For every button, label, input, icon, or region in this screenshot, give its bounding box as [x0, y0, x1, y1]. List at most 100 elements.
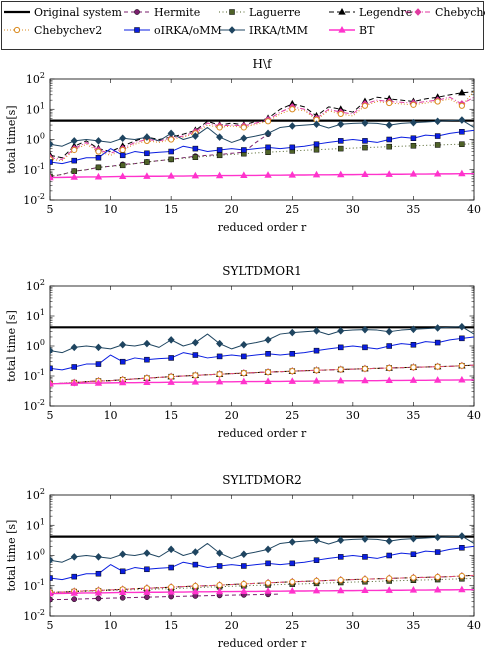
data-point — [409, 376, 418, 383]
data-point — [458, 322, 466, 331]
data-point — [167, 545, 175, 554]
data-point — [386, 552, 392, 559]
legend-box — [1, 1, 484, 50]
data-point — [192, 372, 199, 379]
data-point — [119, 378, 127, 386]
data-point — [362, 344, 368, 351]
y-axis-label: total time [s] — [5, 520, 18, 592]
data-point — [192, 145, 199, 152]
x-tick-label: 20 — [225, 203, 239, 216]
data-point — [50, 346, 54, 355]
y-tick-label: 100 — [26, 548, 45, 563]
data-point — [50, 575, 53, 581]
chart-panels: H\f5 10 15 20 25 30 35 4010-210-1100101102reduc… — [5, 57, 481, 650]
data-point — [94, 379, 103, 386]
data-point — [433, 376, 442, 383]
data-point — [216, 563, 223, 569]
data-point — [312, 327, 321, 335]
data-point — [94, 172, 103, 180]
data-point — [168, 136, 175, 143]
data-point — [434, 533, 442, 542]
data-point — [459, 129, 465, 135]
data-point — [241, 563, 247, 569]
data-point — [313, 347, 320, 354]
y-tick-label: 101 — [26, 517, 45, 532]
data-point — [167, 129, 175, 138]
series-legendre — [50, 88, 474, 159]
y-tick-label: 101 — [26, 101, 45, 116]
y-tick-label: 10-2 — [23, 192, 45, 207]
y-tick-label: 102 — [26, 71, 45, 86]
data-point — [386, 575, 393, 582]
data-point — [143, 549, 151, 557]
data-point — [458, 116, 466, 124]
data-point — [265, 149, 271, 155]
data-point — [264, 545, 272, 554]
data-point — [337, 170, 345, 178]
x-tick-label: 35 — [406, 203, 420, 216]
data-point — [288, 586, 296, 594]
data-point — [167, 588, 175, 595]
legend-marker — [229, 9, 235, 15]
data-point — [119, 152, 126, 159]
series-chebychev2 — [50, 90, 474, 163]
series-line — [50, 535, 474, 563]
data-point — [459, 141, 465, 147]
data-point — [168, 156, 174, 163]
data-point — [143, 172, 151, 179]
data-point — [433, 585, 442, 593]
x-tick-label: 10 — [104, 409, 118, 422]
data-point — [70, 173, 78, 180]
legend-marker — [228, 26, 236, 34]
data-point — [144, 594, 150, 600]
x-tick-label: 25 — [285, 619, 299, 632]
data-point — [410, 551, 417, 557]
data-point — [361, 586, 369, 594]
data-point — [264, 171, 272, 178]
x-tick-label: 25 — [285, 409, 299, 422]
data-point — [410, 135, 417, 141]
data-point — [288, 538, 296, 546]
data-point — [71, 364, 77, 370]
data-point — [241, 353, 247, 360]
legend-marker — [338, 7, 346, 15]
data-point — [434, 573, 441, 581]
data-point — [385, 376, 393, 384]
data-point — [362, 144, 368, 151]
data-point — [458, 375, 466, 383]
legend-label: Legendre — [359, 6, 412, 19]
data-point — [70, 379, 78, 386]
data-point — [119, 340, 127, 349]
data-point — [70, 137, 78, 145]
data-point — [337, 110, 344, 118]
legend-label: Original system — [34, 6, 122, 19]
x-axis-label: reduced order r — [218, 221, 307, 234]
data-point — [192, 154, 199, 160]
data-point — [192, 352, 199, 358]
data-point — [458, 88, 466, 96]
data-point — [240, 587, 248, 595]
plot-frame — [49, 285, 475, 407]
data-point — [434, 549, 441, 555]
x-tick-label: 20 — [225, 619, 239, 632]
data-point — [337, 366, 344, 373]
series-chebychev2 — [50, 572, 474, 596]
data-point — [50, 556, 54, 564]
data-point — [337, 138, 344, 144]
data-point — [289, 144, 296, 151]
legend-item-legendre: Legendre — [329, 6, 412, 19]
series-irka-tmm — [50, 116, 474, 148]
data-point — [240, 171, 248, 179]
legend-marker — [134, 9, 140, 15]
data-point — [144, 566, 150, 573]
data-point — [167, 172, 175, 179]
y-tick-label: 10-2 — [23, 398, 45, 413]
x-tick-label: 15 — [164, 619, 178, 632]
y-tick-label: 102 — [26, 487, 45, 502]
series-bt — [50, 585, 474, 597]
series-bt — [50, 169, 474, 181]
series-bt — [50, 375, 474, 387]
data-point — [216, 133, 224, 141]
data-point — [71, 157, 77, 164]
series-layer — [50, 322, 474, 388]
